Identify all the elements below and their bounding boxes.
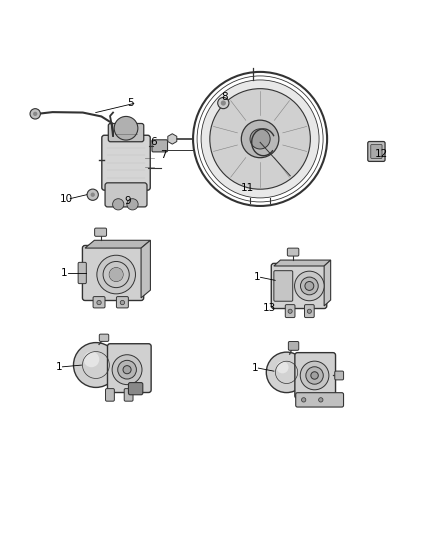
Circle shape: [201, 80, 319, 198]
FancyBboxPatch shape: [124, 389, 133, 401]
Circle shape: [266, 352, 307, 393]
Circle shape: [112, 355, 142, 385]
Circle shape: [33, 112, 37, 116]
FancyBboxPatch shape: [271, 263, 327, 309]
Circle shape: [221, 100, 226, 106]
FancyBboxPatch shape: [288, 342, 299, 350]
Circle shape: [127, 199, 138, 210]
Text: 7: 7: [160, 150, 167, 160]
Text: 1: 1: [61, 268, 67, 278]
Text: 8: 8: [221, 92, 228, 102]
FancyBboxPatch shape: [93, 296, 105, 308]
FancyBboxPatch shape: [82, 246, 144, 301]
Circle shape: [84, 352, 99, 367]
Text: 5: 5: [127, 99, 134, 109]
Circle shape: [276, 361, 289, 374]
Circle shape: [123, 366, 131, 374]
Text: 1: 1: [254, 272, 260, 282]
FancyBboxPatch shape: [368, 142, 385, 161]
Circle shape: [307, 309, 311, 313]
FancyBboxPatch shape: [287, 248, 299, 256]
FancyBboxPatch shape: [296, 393, 343, 407]
Circle shape: [300, 361, 329, 390]
FancyBboxPatch shape: [285, 305, 295, 318]
Circle shape: [87, 189, 99, 200]
Polygon shape: [274, 260, 331, 266]
Circle shape: [218, 98, 229, 109]
Text: 6: 6: [150, 138, 156, 148]
Text: 1: 1: [251, 363, 258, 373]
Circle shape: [311, 372, 318, 379]
Circle shape: [97, 301, 101, 305]
Circle shape: [288, 309, 292, 313]
Circle shape: [295, 271, 324, 301]
Circle shape: [318, 398, 323, 402]
Polygon shape: [85, 240, 150, 248]
Circle shape: [91, 192, 95, 197]
Circle shape: [114, 116, 138, 140]
Text: 12: 12: [375, 149, 388, 159]
FancyBboxPatch shape: [274, 271, 293, 301]
FancyBboxPatch shape: [371, 144, 382, 158]
FancyBboxPatch shape: [107, 344, 151, 392]
FancyBboxPatch shape: [102, 135, 150, 190]
FancyBboxPatch shape: [117, 296, 128, 308]
FancyBboxPatch shape: [152, 140, 168, 152]
FancyBboxPatch shape: [108, 124, 144, 142]
FancyBboxPatch shape: [295, 353, 336, 398]
Circle shape: [30, 109, 40, 119]
Circle shape: [305, 281, 314, 290]
Circle shape: [113, 199, 124, 210]
FancyBboxPatch shape: [99, 334, 109, 342]
Circle shape: [110, 268, 123, 281]
FancyBboxPatch shape: [105, 183, 147, 207]
Text: 9: 9: [125, 196, 131, 206]
Circle shape: [306, 367, 323, 384]
Circle shape: [210, 88, 311, 189]
Circle shape: [120, 301, 124, 305]
Circle shape: [250, 129, 270, 149]
Text: 1: 1: [56, 362, 62, 372]
Text: 13: 13: [262, 303, 276, 312]
FancyBboxPatch shape: [106, 389, 114, 401]
Circle shape: [300, 277, 318, 295]
FancyBboxPatch shape: [78, 262, 86, 284]
Circle shape: [97, 255, 135, 294]
Text: 10: 10: [60, 193, 73, 204]
Circle shape: [74, 343, 118, 387]
Text: 11: 11: [240, 183, 254, 193]
Circle shape: [241, 120, 279, 158]
Circle shape: [301, 398, 306, 402]
Polygon shape: [141, 240, 150, 298]
FancyBboxPatch shape: [304, 305, 314, 318]
FancyBboxPatch shape: [335, 371, 343, 380]
FancyBboxPatch shape: [128, 383, 143, 395]
FancyBboxPatch shape: [95, 228, 106, 236]
Circle shape: [118, 360, 136, 379]
Polygon shape: [324, 260, 331, 306]
